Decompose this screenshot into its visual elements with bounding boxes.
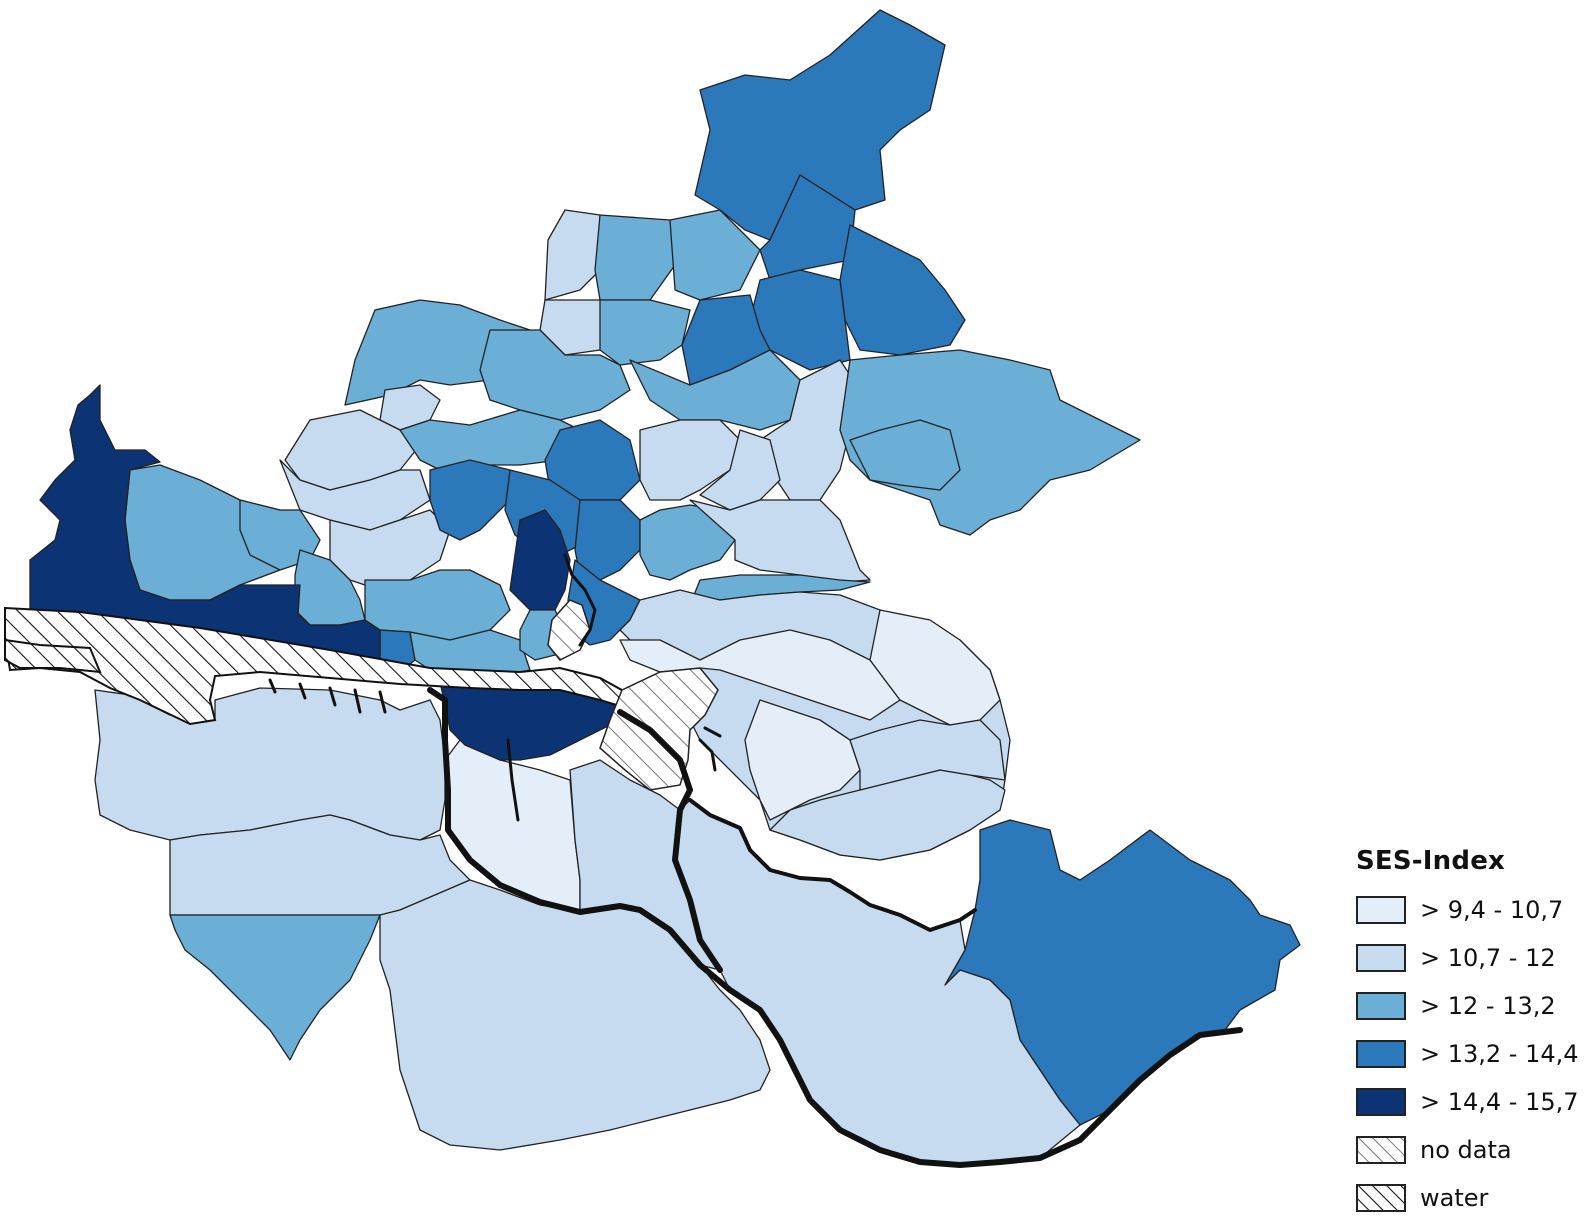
legend-item-no-data: no data <box>1356 1126 1586 1174</box>
legend-item-class-2: > 10,7 - 12 <box>1356 934 1586 982</box>
legend-swatch <box>1356 896 1406 924</box>
district-polygon <box>169 914 381 1061</box>
district-polygon <box>839 224 966 356</box>
legend-label: > 14,4 - 15,7 <box>1420 1088 1579 1116</box>
district-polygon <box>509 509 571 611</box>
district-polygon <box>479 329 631 421</box>
district-polygon <box>669 209 761 301</box>
district-polygon <box>639 419 741 501</box>
district-polygon <box>594 214 676 301</box>
district-polygon <box>279 459 431 531</box>
choropleth-map <box>4 9 1301 1168</box>
harbour-channel-1 <box>506 738 520 822</box>
legend-label: no data <box>1420 1136 1512 1164</box>
legend-swatch <box>1356 1040 1406 1068</box>
legend-swatch <box>1356 992 1406 1020</box>
legend-item-class-3: > 12 - 13,2 <box>1356 982 1586 1030</box>
legend-label: water <box>1420 1184 1489 1212</box>
legend-label: > 12 - 13,2 <box>1420 992 1556 1020</box>
dove-elbe <box>688 798 977 932</box>
no-data-area-harbour <box>599 667 719 791</box>
map-canvas <box>4 9 1301 1168</box>
legend-label: > 10,7 - 12 <box>1420 944 1556 972</box>
elbe-water-west <box>4 606 641 726</box>
water-layer <box>4 553 1243 1168</box>
legend-swatch <box>1356 1088 1406 1116</box>
district-polygon <box>849 419 961 491</box>
district-polygon <box>574 499 641 581</box>
elbe-water-west-2 <box>4 638 102 674</box>
harbour-channel-2 <box>268 678 387 714</box>
legend-swatch-no-data <box>1356 1136 1406 1164</box>
district-polygon <box>94 687 446 841</box>
legend-item-water: water <box>1356 1174 1586 1222</box>
harbour-channel-3 <box>698 726 722 772</box>
district-polygon <box>429 459 521 541</box>
alster-river <box>563 553 597 647</box>
legend-title: SES-Index <box>1356 846 1506 876</box>
legend: SES-Index > 9,4 - 10,7 > 10,7 - 12 > 12 … <box>1356 846 1586 1222</box>
legend-item-class-5: > 14,4 - 15,7 <box>1356 1078 1586 1126</box>
legend-swatch-water <box>1356 1184 1406 1212</box>
legend-label: > 9,4 - 10,7 <box>1420 896 1564 924</box>
legend-swatch <box>1356 944 1406 972</box>
district-polygon <box>599 299 691 366</box>
district-polygon <box>364 569 511 641</box>
district-polygon <box>769 769 1006 861</box>
legend-label: > 13,2 - 14,4 <box>1420 1040 1579 1068</box>
district-polygon <box>639 504 736 581</box>
district-polygon <box>819 719 1006 791</box>
legend-item-class-1: > 9,4 - 10,7 <box>1356 886 1586 934</box>
district-polygon <box>839 349 1141 536</box>
legend-item-class-4: > 13,2 - 14,4 <box>1356 1030 1586 1078</box>
districts-layer <box>29 9 1301 1166</box>
elbe-north-arm <box>427 687 1243 1168</box>
elbe-south-arm <box>617 709 723 973</box>
district-polygon <box>544 209 601 301</box>
district-polygon <box>689 499 871 583</box>
